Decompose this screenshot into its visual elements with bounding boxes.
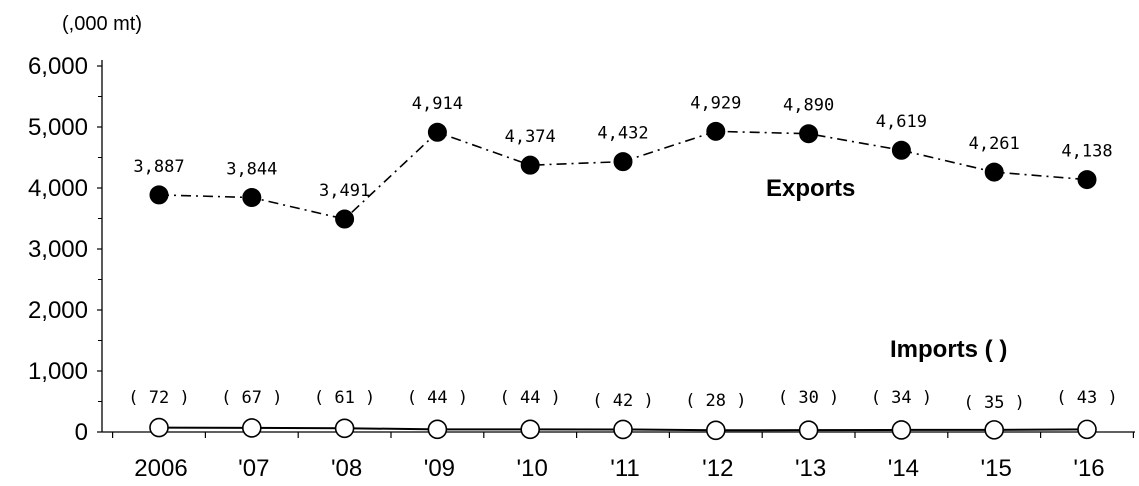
imports-data-label: ( 44 ) [499, 388, 560, 408]
exports-data-label: 4,619 [876, 112, 927, 132]
x-ticks: 2006 '07 '08 '09 '10 '11 '12 '13 '14 '15 '16 [111, 432, 1135, 482]
imports-data-label: ( 35 ) [963, 393, 1024, 413]
exports-data-point [891, 140, 911, 160]
x-tick-label: '08 [331, 455, 362, 482]
axes [101, 60, 1135, 433]
imports-data-point [520, 419, 541, 440]
y-tick-label: 6,000 [28, 53, 88, 80]
exports-data-point [706, 121, 726, 141]
x-tick-label: '10 [517, 455, 548, 482]
exports-data-label: 4,890 [783, 96, 834, 116]
x-tick-label: 2006 [134, 455, 187, 482]
exports-data-point [242, 188, 262, 208]
exports-data-point [1077, 170, 1097, 190]
imports-data-point [427, 419, 448, 440]
series-markers [149, 121, 1097, 441]
exports-data-point [799, 124, 819, 144]
imports-data-label: ( 28 ) [685, 391, 746, 411]
imports-data-point [242, 418, 262, 438]
y-ticks: 0 1,000 2,000 3,000 4,000 5,000 6,000 [28, 53, 102, 446]
exports-data-label: 4,374 [505, 127, 556, 147]
imports-data-label: ( 34 ) [871, 388, 932, 408]
exports-series-label: Exports [766, 175, 855, 202]
exports-data-label: 4,261 [969, 134, 1020, 154]
y-tick-label: 4,000 [28, 175, 88, 202]
exports-data-label: 3,887 [133, 157, 184, 177]
imports-data-label: ( 44 ) [407, 388, 468, 408]
x-tick-label: '07 [238, 455, 269, 482]
exports-series-line [158, 130, 1088, 220]
imports-data-point [334, 418, 355, 439]
y-unit-label: (,000 mt) [62, 13, 142, 35]
exports-data-point [613, 152, 633, 172]
y-tick-label: 0 [75, 419, 88, 446]
exports-data-label: 3,844 [226, 160, 277, 180]
y-tick-label: 5,000 [28, 114, 88, 141]
y-tick-label: 3,000 [28, 236, 88, 263]
x-tick-label: '14 [888, 455, 919, 482]
x-tick-label: '15 [981, 455, 1012, 482]
imports-data-label: ( 61 ) [314, 388, 375, 408]
imports-data-label: ( 42 ) [592, 391, 653, 411]
y-tick-label: 1,000 [28, 358, 88, 385]
imports-data-label: ( 72 ) [128, 388, 189, 408]
imports-data-label: ( 30 ) [778, 388, 839, 408]
data-labels: 3,887 3,844 3,491 4,914 4,374 4,432 4,929 4,890… [128, 93, 1117, 413]
exports-data-point [335, 209, 355, 229]
exports-data-label: 3,491 [319, 181, 370, 201]
imports-data-point [891, 420, 912, 440]
exports-data-point [520, 155, 540, 175]
exports-data-point [984, 162, 1004, 182]
exports-data-point [149, 185, 169, 205]
imports-data-label: ( 43 ) [1056, 388, 1117, 408]
imports-series-label: Imports ( ) [890, 336, 1007, 363]
x-tick-label: '11 [610, 455, 640, 482]
imports-data-point [613, 419, 633, 440]
exports-data-point [427, 122, 447, 142]
series-lines [158, 130, 1088, 432]
exports-data-label: 4,929 [690, 93, 741, 113]
imports-data-point [1077, 419, 1097, 440]
exports-data-label: 4,914 [412, 94, 463, 114]
exports-data-label: 4,432 [597, 124, 648, 144]
imports-data-point [984, 420, 1005, 440]
exports-data-label: 4,138 [1061, 142, 1112, 162]
imports-data-label: ( 67 ) [221, 388, 282, 408]
y-tick-label: 2,000 [28, 297, 88, 324]
x-tick-label: '13 [795, 455, 826, 482]
x-tick-label: '16 [1073, 455, 1104, 482]
x-tick-label: '09 [424, 455, 455, 482]
imports-data-point [149, 417, 169, 438]
x-tick-label: '12 [702, 455, 733, 482]
imports-data-point [705, 420, 726, 441]
imports-data-point [798, 420, 819, 440]
